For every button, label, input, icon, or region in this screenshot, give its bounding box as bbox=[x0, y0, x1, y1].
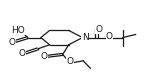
Text: O: O bbox=[18, 49, 25, 58]
Text: N: N bbox=[82, 33, 88, 42]
Text: O: O bbox=[106, 32, 113, 41]
Text: HO: HO bbox=[11, 26, 25, 35]
Text: O: O bbox=[40, 52, 47, 61]
Text: O: O bbox=[9, 38, 16, 47]
Text: O: O bbox=[96, 25, 103, 34]
Text: O: O bbox=[67, 57, 74, 66]
